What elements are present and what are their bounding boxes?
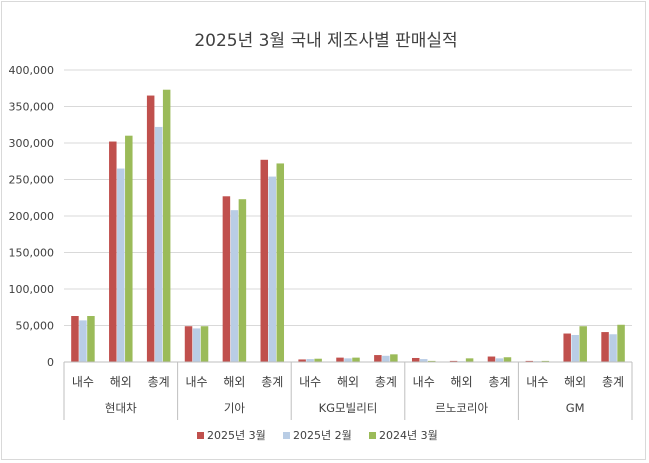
x-category-label: 총계	[488, 375, 510, 389]
legend-label: 2025년 3월	[207, 429, 266, 442]
x-category-label: 해외	[564, 375, 586, 389]
x-category-label: 총계	[148, 375, 170, 389]
x-category-label: 해외	[451, 375, 473, 389]
bar	[79, 320, 87, 362]
bar	[411, 357, 420, 362]
bar	[146, 95, 155, 363]
bar	[465, 358, 474, 362]
bar	[192, 328, 201, 362]
bar	[260, 159, 269, 362]
bar	[200, 326, 209, 362]
bar	[541, 360, 550, 362]
legend-swatch	[283, 432, 290, 439]
bar	[230, 210, 239, 362]
bar	[579, 326, 587, 362]
bar	[609, 334, 617, 362]
bar	[503, 357, 512, 362]
bar	[87, 316, 95, 362]
bar	[617, 324, 625, 362]
x-category-label: 내수	[72, 375, 94, 389]
bar	[109, 141, 117, 362]
x-category-label: 총계	[261, 375, 283, 389]
bar	[374, 355, 382, 362]
bar	[184, 326, 193, 362]
bar	[427, 360, 436, 362]
legend-swatch	[197, 432, 204, 439]
bar	[601, 332, 609, 362]
y-tick-label: 0	[47, 356, 54, 369]
x-group-label: 르노코리아	[435, 401, 488, 415]
bar	[162, 89, 171, 363]
bar	[449, 360, 458, 362]
bar	[390, 354, 398, 362]
bar	[125, 135, 133, 362]
y-tick-label: 150,000	[9, 247, 55, 260]
bar	[306, 359, 314, 362]
x-group-label: 현대차	[105, 401, 137, 415]
bar	[571, 334, 579, 362]
y-tick-label: 250,000	[9, 174, 55, 187]
bar	[352, 357, 360, 362]
y-tick-label: 100,000	[9, 283, 55, 296]
bar	[382, 355, 390, 362]
y-tick-label: 200,000	[9, 210, 55, 223]
x-category-label: 해외	[223, 375, 245, 389]
chart-title: 2025년 3월 국내 제조사별 판매실적	[194, 31, 457, 51]
bar	[222, 196, 231, 362]
bar	[71, 316, 79, 362]
bar	[298, 359, 306, 362]
bar	[525, 360, 534, 362]
bar	[487, 356, 496, 362]
x-category-label: 내수	[185, 375, 207, 389]
legend-swatch	[369, 432, 376, 439]
bar	[563, 333, 571, 362]
bar	[117, 168, 125, 362]
bars	[71, 89, 625, 363]
bar	[276, 163, 285, 362]
axes: 0 50,000 100,000 150,000 200,000 250,000 300,0…	[9, 64, 633, 420]
x-group-label: KG모빌리티	[319, 401, 378, 415]
y-tick-label: 400,000	[9, 64, 55, 77]
x-category-label: 해외	[110, 375, 132, 389]
bar	[314, 358, 322, 362]
bar	[495, 358, 504, 362]
x-category-label: 내수	[526, 375, 548, 389]
bar	[268, 176, 277, 362]
bar	[154, 126, 163, 362]
x-category-label: 내수	[299, 375, 321, 389]
x-category-label: 총계	[375, 375, 397, 389]
x-group-label: GM	[566, 401, 585, 415]
bar	[344, 358, 352, 362]
bar	[336, 357, 344, 362]
bar	[419, 359, 428, 362]
x-group-label: 기아	[224, 401, 246, 415]
legend-label: 2025년 2월	[293, 429, 352, 442]
y-tick-label: 50,000	[16, 320, 55, 333]
y-tick-label: 300,000	[9, 137, 55, 150]
x-category-label: 내수	[413, 375, 435, 389]
bar	[238, 199, 247, 362]
y-tick-label: 350,000	[9, 101, 55, 114]
legend: 2025년 3월 2025년 2월 2024년 3월	[197, 429, 438, 442]
legend-label: 2024년 3월	[379, 429, 438, 442]
x-category-label: 총계	[602, 375, 624, 389]
x-category-label: 해외	[337, 375, 359, 389]
